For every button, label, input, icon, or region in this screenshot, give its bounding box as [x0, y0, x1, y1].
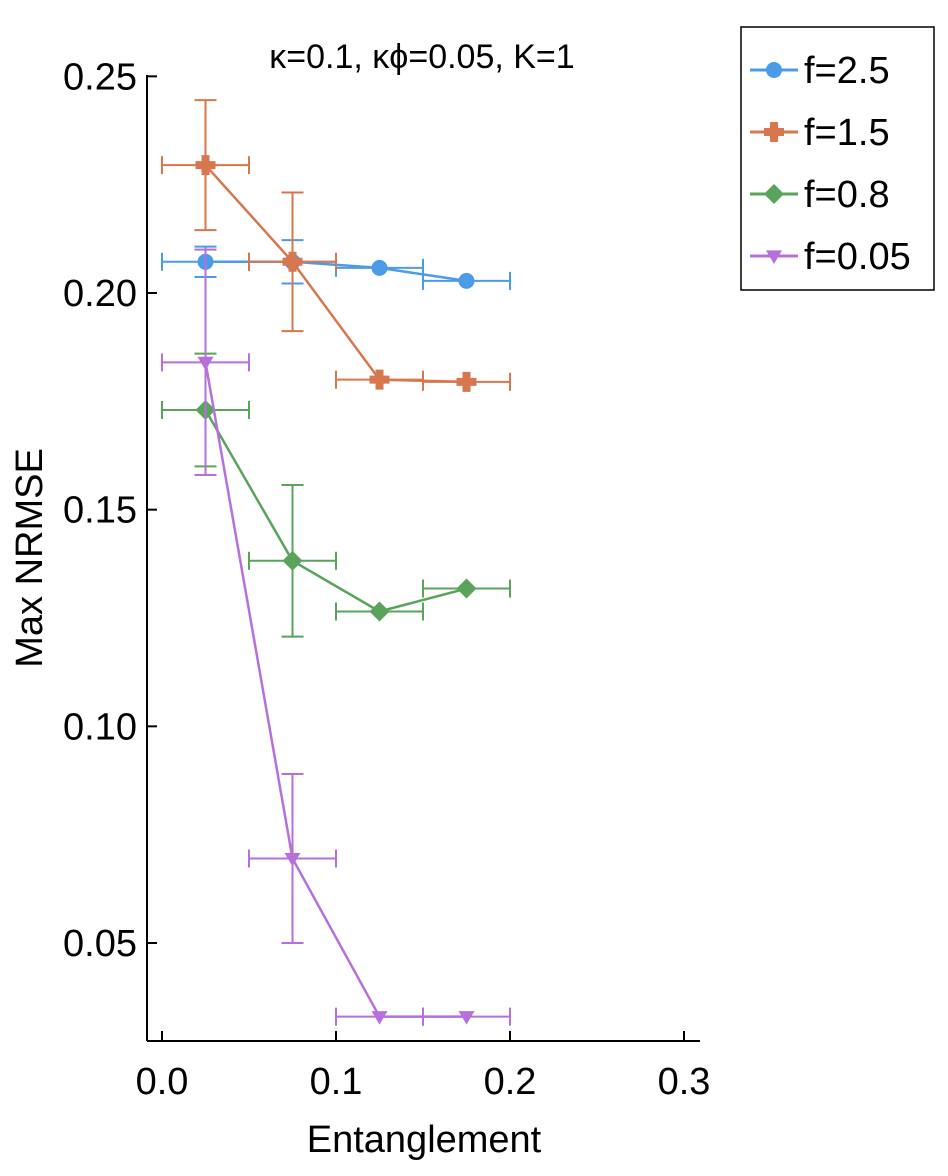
series-line — [204, 362, 467, 1018]
axes — [146, 75, 700, 1042]
x-tick-label: 0.1 — [310, 1061, 363, 1103]
data-point — [197, 356, 214, 371]
data-point — [458, 272, 475, 289]
data-point — [282, 251, 303, 272]
chart-title: κ=0.1, κϕ=0.05, K=1 — [269, 38, 574, 76]
y-tick-label: 0.15 — [63, 490, 137, 532]
y-tick-label: 0.05 — [63, 923, 137, 965]
series-line — [204, 164, 467, 384]
y-tick-label: 0.10 — [63, 706, 137, 748]
legend-label: f=2.5 — [804, 50, 890, 92]
legend-marker — [766, 250, 782, 264]
data-point — [369, 369, 390, 390]
data-point — [282, 550, 303, 571]
data-point — [456, 578, 477, 599]
x-tick-label: 0.3 — [658, 1061, 711, 1103]
y-tick-label: 0.25 — [63, 56, 137, 98]
series-line — [204, 409, 467, 613]
x-tick-label: 0.0 — [136, 1061, 189, 1103]
data-point — [456, 371, 477, 392]
data-point — [371, 259, 388, 276]
legend-marker — [766, 62, 782, 78]
x-tick-label: 0.2 — [484, 1061, 537, 1103]
y-ticks: 0.05 0.10 0.15 0.20 0.25 — [63, 56, 157, 965]
data-point — [284, 852, 301, 867]
data-point — [458, 1011, 475, 1025]
y-tick-label: 0.20 — [63, 273, 137, 315]
data-point — [371, 1011, 388, 1025]
series-f-0-05 — [161, 248, 511, 1026]
legend: f=2.5 f=1.5 f=0.8 f=0.05 — [740, 26, 935, 291]
data-point — [195, 155, 216, 176]
legend-label: f=0.8 — [804, 174, 890, 216]
data-point — [369, 601, 390, 622]
legend-marker — [764, 122, 784, 142]
legend-label: f=1.5 — [804, 112, 890, 154]
series-f-1-5 — [161, 99, 511, 392]
x-axis-title: Entanglement — [307, 1119, 542, 1161]
x-ticks: 0.0 0.1 0.2 0.3 — [136, 1031, 711, 1103]
legend-marker — [764, 184, 784, 204]
series-f-0-8 — [161, 352, 511, 638]
series-group — [161, 99, 511, 1026]
legend-label: f=0.05 — [804, 236, 911, 278]
y-axis-title: Max NRMSE — [9, 448, 51, 668]
